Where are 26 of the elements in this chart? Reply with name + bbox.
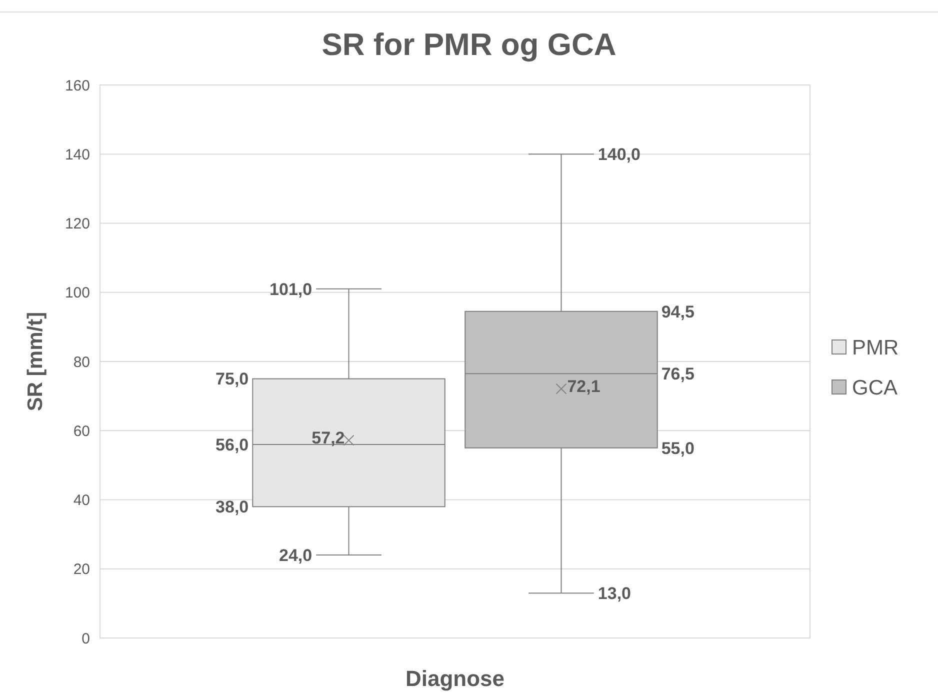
annotation: 38,0 [216, 498, 249, 517]
annotation: 57,2 [312, 428, 345, 448]
annotation: 55,0 [661, 438, 694, 458]
annotation: 140,0 [598, 145, 640, 164]
y-tick-label: 120 [64, 216, 90, 232]
y-tick-label: 0 [82, 630, 90, 648]
annotation: 94,5 [661, 302, 694, 322]
annotation: 76,5 [661, 364, 694, 384]
annotation: 24,0 [278, 546, 312, 565]
annotation: 72,1 [567, 377, 600, 396]
y-tick-label: 140 [64, 146, 90, 164]
y-tick-label: 20 [73, 561, 90, 578]
annotation: 75,0 [216, 370, 249, 389]
annotation: 56,0 [216, 435, 249, 454]
y-tick-label: 60 [73, 422, 90, 440]
legend-label: PMR [852, 336, 899, 360]
y-tick-label: 100 [64, 284, 90, 302]
y-axis-title: SR [mm/t] [24, 312, 47, 412]
chart-title: SR for PMR og GCA [322, 27, 616, 62]
x-axis-title: Diagnose [405, 666, 505, 691]
y-tick-label: 40 [73, 492, 90, 509]
y-tick-label: 80 [73, 354, 90, 371]
annotation: 13,0 [598, 584, 632, 604]
annotation: 101,0 [270, 280, 312, 299]
legend-label: GCA [852, 376, 898, 400]
y-tick-label: 160 [64, 77, 90, 94]
